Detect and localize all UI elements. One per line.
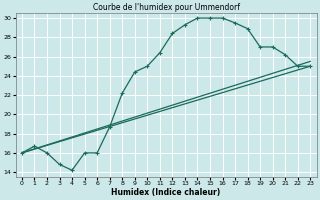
Title: Courbe de l'humidex pour Ummendorf: Courbe de l'humidex pour Ummendorf [92,3,240,12]
X-axis label: Humidex (Indice chaleur): Humidex (Indice chaleur) [111,188,221,197]
